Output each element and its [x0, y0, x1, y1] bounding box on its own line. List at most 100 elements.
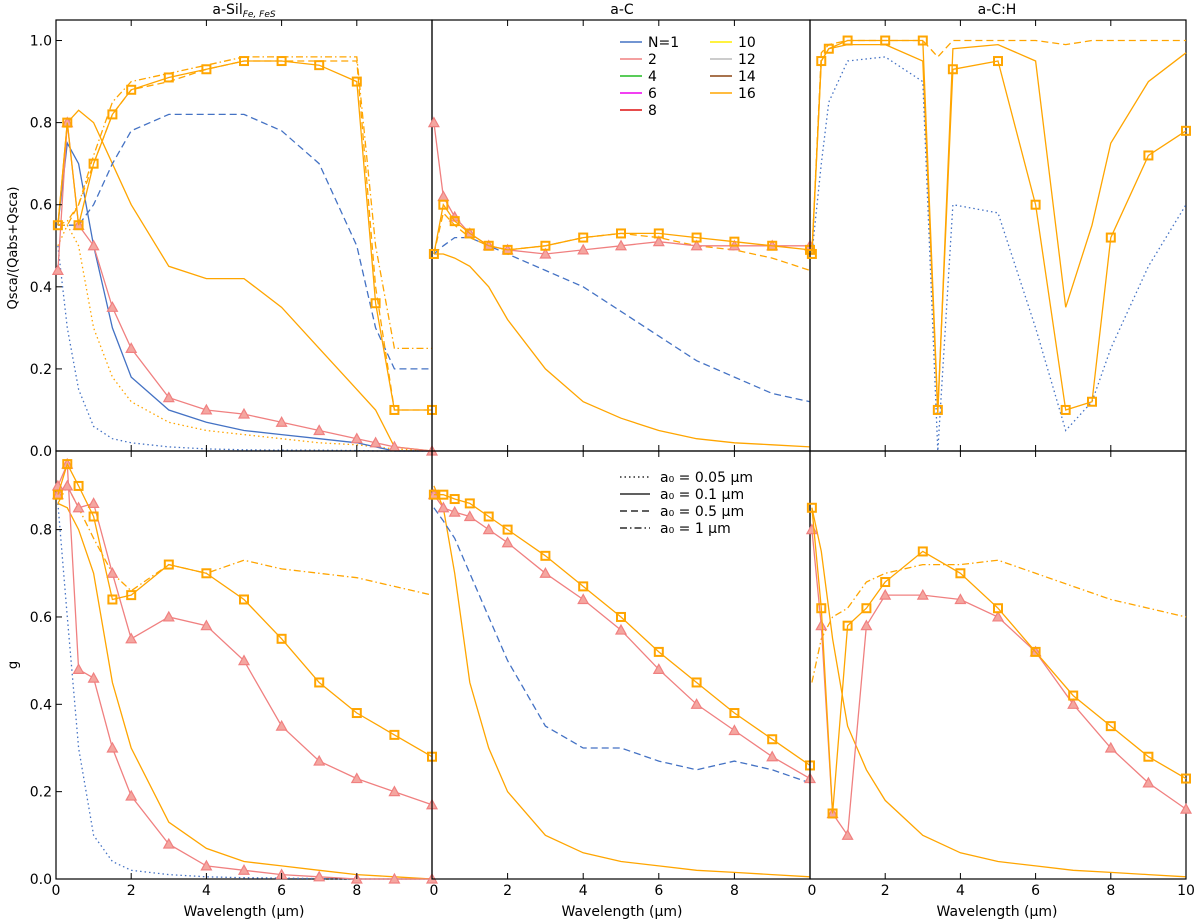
series-line [57, 60, 432, 411]
col-title-asil: a-SilFe, FeS [212, 2, 275, 20]
y-tick-label: 0.2 [30, 362, 52, 378]
square-marker [126, 84, 137, 95]
square-marker [201, 64, 212, 75]
square-marker [767, 734, 778, 745]
triangle-marker [61, 479, 74, 491]
triangle-marker [388, 872, 401, 884]
legend-n-entry: 8 [620, 103, 657, 119]
series-line [433, 122, 810, 255]
panel-frame [55, 19, 433, 452]
triangle-marker [991, 610, 1005, 622]
square-marker [389, 729, 400, 740]
legend-label: 10 [738, 35, 756, 51]
x-tick-label: 6 [277, 883, 286, 899]
x-tick-label: 8 [352, 883, 361, 899]
square-marker [88, 511, 99, 522]
x-tick-label: 2 [503, 883, 512, 899]
triangle-marker [275, 416, 288, 427]
triangle-marker [577, 593, 590, 605]
square-marker [351, 708, 362, 719]
square-marker [107, 594, 118, 605]
legend-a0-entry: a₀ = 0.05 μm [620, 470, 753, 486]
square-marker [691, 232, 702, 243]
series-line [57, 140, 432, 452]
y-tick-label: 0.6 [30, 198, 52, 214]
square-marker [276, 56, 287, 67]
x-tick-label: 4 [579, 883, 588, 899]
triangle-marker [125, 342, 138, 353]
triangle-marker [539, 567, 552, 578]
triangle-marker [350, 432, 363, 444]
series-line [811, 507, 1187, 814]
series-line [811, 56, 1187, 452]
panel-frame [809, 450, 1187, 880]
panel-5: 0 2 4 6 8 10 [805, 450, 1195, 899]
square-marker [1143, 751, 1154, 762]
y-tick-label: 0.0 [30, 444, 52, 460]
square-marker [483, 511, 494, 522]
series-line [57, 462, 433, 758]
x-tick-label: 0 [808, 883, 817, 899]
series-line [433, 236, 811, 403]
triangle-marker [448, 505, 461, 517]
triangle-marker [72, 663, 85, 674]
square-marker [62, 117, 73, 128]
square-marker [464, 228, 475, 239]
triangle-marker [728, 724, 741, 736]
square-marker [314, 60, 325, 71]
square-marker [1105, 721, 1116, 732]
square-marker [729, 708, 740, 719]
xlabel-ach: Wavelength (μm) [937, 904, 1058, 920]
square-marker [823, 43, 834, 54]
triangle-marker [652, 663, 665, 674]
square-marker [428, 489, 439, 500]
series-line [433, 494, 811, 766]
triangle-marker [87, 239, 100, 251]
square-marker [917, 546, 928, 557]
triangle-marker [766, 750, 779, 762]
legend-label: 12 [738, 52, 756, 68]
triangle-marker [614, 239, 628, 251]
series-line [811, 39, 1187, 411]
panel-0: 0.0 0.2 0.4 0.6 0.8 1.0 [30, 19, 439, 460]
x-tick-label: 6 [654, 883, 663, 899]
x-tick-label: 0 [430, 883, 439, 899]
x-tick-label: 8 [1106, 883, 1115, 899]
square-marker [73, 480, 84, 491]
triangle-marker [388, 785, 401, 797]
square-marker [370, 298, 381, 309]
square-marker [351, 76, 362, 87]
xlabel-ac: Wavelength (μm) [562, 904, 683, 920]
square-marker [880, 35, 891, 46]
legend-a0-entry: a₀ = 0.5 μm [620, 504, 744, 520]
legend-label: a₀ = 0.05 μm [660, 470, 753, 486]
legend-n-entry: 14 [710, 69, 756, 85]
square-marker [107, 109, 118, 120]
square-marker [955, 568, 966, 579]
y-tick-label: 1.0 [30, 34, 52, 50]
legend-label: a₀ = 0.1 μm [660, 487, 744, 503]
legend-n-entry: 2 [620, 52, 657, 68]
square-marker [578, 232, 589, 243]
legend-label: a₀ = 1 μm [660, 521, 731, 537]
triangle-marker [162, 391, 175, 403]
y-tick-label: 0.6 [30, 610, 52, 626]
square-marker [438, 199, 449, 210]
legend-a0-entry: a₀ = 1 μm [620, 521, 731, 537]
triangle-marker [652, 235, 665, 247]
triangle-marker [275, 719, 288, 731]
xlabel-asil: Wavelength (μm) [184, 904, 305, 920]
legend-n-entry: 12 [710, 52, 756, 68]
triangle-marker [162, 610, 175, 622]
triangle-marker [162, 837, 175, 849]
square-marker [201, 568, 212, 579]
series-line [811, 507, 1187, 878]
x-tick-label: 2 [127, 883, 136, 899]
triangle-marker [916, 588, 929, 600]
legend-n-entry: 4 [620, 69, 657, 85]
panel-frame [431, 450, 811, 880]
triangle-marker [482, 523, 495, 535]
square-marker [389, 404, 400, 415]
square-marker [842, 35, 853, 46]
square-marker [806, 248, 817, 259]
